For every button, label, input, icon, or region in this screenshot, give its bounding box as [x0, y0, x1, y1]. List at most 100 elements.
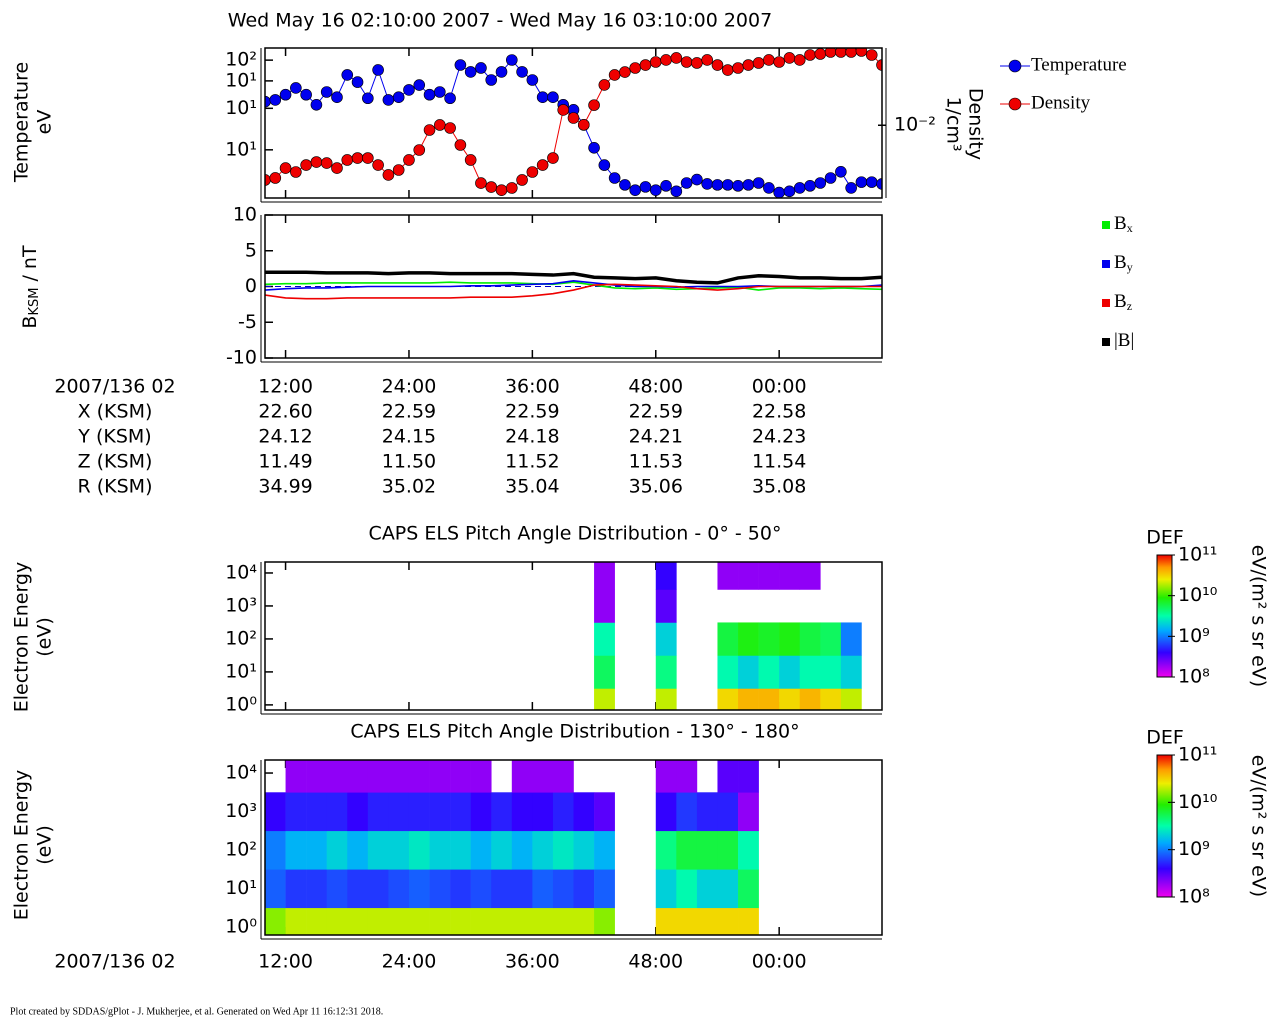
heatmap-cell	[717, 562, 739, 590]
heatmap-cell	[594, 589, 615, 623]
heatmap-cell	[717, 830, 739, 870]
series-line	[265, 270, 882, 285]
heatmap-cell	[491, 869, 513, 909]
heatmap-cell	[532, 760, 554, 793]
data-point	[475, 177, 487, 189]
heatmap-cell	[265, 907, 286, 936]
data-point	[608, 69, 621, 81]
colorbar-tick-label: 10¹¹	[1178, 744, 1217, 766]
data-point	[629, 184, 642, 196]
y-tick-label: -5	[238, 311, 257, 333]
colorbar-tick-label: 10¹⁰	[1178, 791, 1217, 813]
y-tick-label: 10¹	[225, 138, 257, 160]
data-point	[814, 177, 827, 189]
legend-sub: x	[1127, 221, 1133, 235]
y-label: eV	[34, 110, 56, 135]
legend-label: |B|	[1114, 330, 1134, 351]
heatmap-cell	[532, 792, 554, 832]
ephemeris-value: 22.58	[752, 401, 806, 423]
heatmap-cell	[326, 869, 348, 909]
heatmap-cell	[265, 869, 286, 909]
heatmap-cell	[738, 562, 759, 590]
plot-area	[265, 270, 882, 300]
heatmap-cell	[840, 622, 862, 656]
y-tick-label: 10³	[225, 594, 257, 616]
heatmap-cell	[573, 907, 595, 936]
x-tick-label: 48:00	[628, 951, 683, 973]
data-point	[392, 91, 405, 103]
heatmap-cell	[696, 907, 718, 936]
heatmap-cell	[511, 869, 533, 909]
heatmap-cell	[594, 869, 615, 909]
data-point	[670, 185, 683, 198]
data-point	[783, 52, 796, 64]
data-point	[557, 104, 570, 116]
y-tick-label: 10⁰	[225, 693, 257, 715]
heatmap-cell	[532, 907, 554, 936]
data-point	[793, 182, 806, 194]
heatmap-cell	[367, 830, 389, 870]
data-point	[608, 172, 621, 184]
data-point	[536, 91, 549, 103]
colorbar-tick-label: 10⁹	[1178, 838, 1210, 860]
y-tick-label: 10⁴	[225, 561, 257, 583]
y-tick-label: 10⁰	[225, 916, 257, 938]
data-point	[701, 54, 713, 66]
heatmap-cell	[470, 792, 492, 832]
y-tick-label: 5	[245, 239, 257, 261]
heatmap-cell	[655, 760, 677, 793]
colorbar-tick-label: 10⁸	[1178, 886, 1210, 908]
x-tick-label: 12:00	[258, 376, 313, 398]
heatmap-cell	[511, 792, 533, 832]
heatmap-cell	[552, 792, 574, 832]
heatmap-cell	[717, 869, 739, 909]
heatmap-cell	[511, 760, 533, 793]
heatmap-cell	[696, 792, 718, 832]
heatmap-cell	[820, 622, 842, 656]
heatmap-cell	[573, 792, 595, 832]
ephemeris-value: 22.60	[258, 401, 312, 423]
colorbar	[1156, 754, 1173, 898]
colorbar-units: eV/(m² s sr eV)	[1248, 545, 1270, 687]
series-line	[265, 283, 882, 300]
heatmap-cell	[285, 792, 307, 832]
heatmap-cell	[347, 760, 369, 793]
heatmap-cell	[717, 688, 739, 711]
heatmap-cell	[799, 655, 821, 689]
data-point	[372, 159, 384, 171]
ephemeris-value: 11.50	[382, 451, 436, 473]
data-point	[516, 66, 528, 78]
heatmap-cell	[655, 869, 677, 909]
data-point	[536, 159, 549, 171]
heatmap-cell	[450, 830, 471, 870]
heatmap-cell	[552, 830, 574, 870]
data-point	[269, 94, 282, 106]
legend-sub: y	[1127, 260, 1133, 274]
data-point	[300, 159, 312, 171]
data-point	[680, 56, 693, 68]
data-point	[845, 182, 857, 194]
heatmap-cell	[429, 760, 451, 793]
heatmap-cell	[779, 562, 801, 590]
data-point	[876, 178, 882, 190]
legend-marker	[1102, 221, 1110, 229]
heatmap-cell	[491, 907, 513, 936]
heatmap-cell	[676, 907, 698, 936]
ephemeris-label: R (KSM)	[78, 476, 153, 498]
data-point	[804, 49, 816, 61]
data-point	[310, 98, 323, 111]
heatmap-cell	[408, 830, 430, 870]
ephemeris-value: 11.52	[505, 451, 559, 473]
y-label-part: / nT	[19, 245, 41, 288]
y-label: Temperature	[11, 62, 33, 183]
data-point	[752, 177, 765, 189]
heatmap-cell	[696, 869, 718, 909]
heatmap-cell	[388, 907, 410, 936]
data-point	[362, 152, 374, 164]
heatmap-cell	[470, 907, 492, 936]
series-line	[265, 281, 882, 291]
heatmap-cell	[696, 830, 718, 870]
data-point	[526, 166, 539, 178]
colorbar-tick-label: 10¹⁰	[1178, 584, 1217, 606]
data-point	[711, 59, 724, 71]
